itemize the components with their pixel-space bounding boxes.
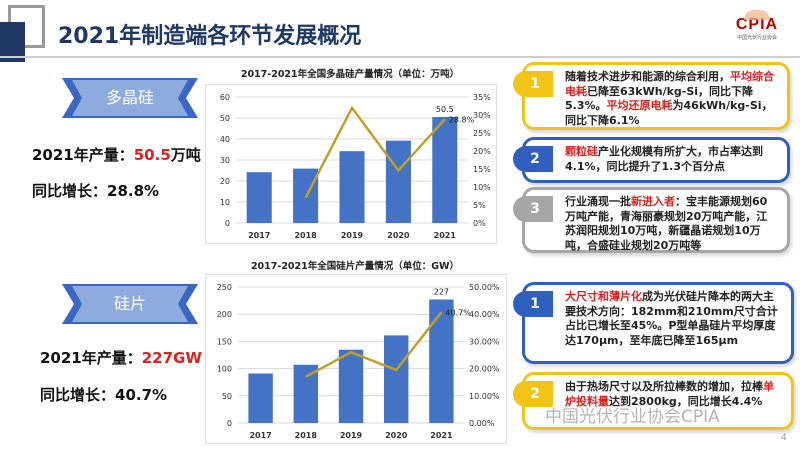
y-tick-label: 0 bbox=[225, 219, 230, 228]
y2-tick-label: 25% bbox=[473, 129, 491, 138]
growth-line bbox=[305, 311, 443, 378]
bar bbox=[248, 373, 273, 423]
note-card: 2 颗粒硅产业化规模有所扩大，市占率达到4.1%，同比提升了1.3个百分点 bbox=[513, 137, 790, 183]
growth-line bbox=[304, 105, 446, 199]
polysilicon-growth: 同比增长：28.8% bbox=[32, 182, 160, 200]
page-title: 2021年制造端各环节发展概况 bbox=[58, 24, 362, 49]
note-text: 达到2800kg，同比增长4.4% bbox=[609, 394, 763, 408]
note-number-badge: 2 bbox=[513, 381, 553, 407]
highlight-text: 平均综合电耗 bbox=[565, 70, 774, 98]
y2-tick-label: 15% bbox=[473, 165, 491, 174]
note-text: 随着技术进步和能源的综合利用， bbox=[565, 70, 730, 83]
y2-tick-label: 30.00% bbox=[469, 337, 500, 346]
x-tick-label: 2020 bbox=[385, 431, 408, 440]
y2-tick-label: 0% bbox=[473, 219, 486, 228]
y-tick-label: 20 bbox=[220, 177, 230, 186]
y2-tick-label: 5% bbox=[473, 201, 486, 210]
x-tick-label: 2019 bbox=[341, 231, 364, 240]
x-tick-label: 2021 bbox=[434, 231, 457, 240]
x-tick-label: 2017 bbox=[248, 231, 270, 240]
note-number-badge: 1 bbox=[513, 71, 553, 97]
y-tick-label: 30 bbox=[220, 156, 230, 165]
bar bbox=[432, 116, 458, 223]
note-text: 行业涌现一批 bbox=[565, 195, 631, 208]
bar bbox=[385, 140, 411, 223]
wafer-production: 2021年产量：227GW bbox=[40, 349, 202, 367]
bar-data-label: 227 bbox=[434, 288, 449, 297]
bar bbox=[383, 335, 409, 423]
page-number: 4 bbox=[781, 433, 787, 443]
wafer-growth: 同比增长：40.7% bbox=[40, 386, 168, 404]
highlight-text: 单炉投料量 bbox=[565, 380, 774, 408]
line-data-label: 40.7% bbox=[445, 308, 471, 317]
chart-wafer: 0 50 100 150 200 250 0.00% 10.00% 20.00% 30.00% 40… bbox=[205, 274, 507, 444]
x-tick-label: 2018 bbox=[294, 231, 317, 240]
bar-data-label: 50.5 bbox=[436, 105, 454, 114]
note-card: 1 大尺寸和薄片化成为光伏硅片降本的两大主要技术方向：182mm和210mm尺寸合… bbox=[513, 282, 794, 364]
y2-tick-label: 0.00% bbox=[469, 419, 495, 428]
y2-tick-label: 20.00% bbox=[469, 365, 500, 374]
chart-title-wafer: 2017-2021年全国硅片产量情况（单位：GW） bbox=[250, 261, 460, 272]
bar bbox=[246, 172, 272, 223]
note-text: 由于热场尺寸以及所拉棒数的增加，拉棒 bbox=[565, 380, 763, 393]
note-card: 3 行业涌现一批新进入者：宝丰能源规划60万吨产能，青海丽豪规划20万吨产能，江苏… bbox=[513, 187, 790, 253]
note-text: 为46kWh/kg-Si，同比下降6.1% bbox=[565, 99, 773, 127]
y-tick-label: 100 bbox=[217, 365, 232, 374]
note-text: 已降至63kWh/kg-Si，同比下降5.3%。 bbox=[565, 84, 754, 113]
highlight-text: 新进入者 bbox=[631, 195, 675, 208]
y-tick-label: 250 bbox=[217, 283, 232, 292]
bar bbox=[293, 364, 319, 423]
note-number-badge: 1 bbox=[513, 291, 553, 317]
chart-title-polysilicon: 2017-2021年全国多晶硅产量情况（单位：万吨） bbox=[240, 69, 460, 80]
bar bbox=[429, 299, 454, 423]
y2-tick-label: 50.00% bbox=[469, 283, 500, 292]
section-banner-polysilicon: 多晶硅 bbox=[62, 78, 198, 118]
highlight-text: 大尺寸和薄片化 bbox=[565, 290, 642, 303]
bar bbox=[339, 151, 365, 223]
y-tick-label: 200 bbox=[217, 310, 232, 319]
y2-tick-label: 30% bbox=[473, 111, 491, 120]
highlight-text: 平均还原电耗 bbox=[606, 99, 673, 112]
y2-tick-label: 20% bbox=[473, 147, 491, 156]
x-tick-label: 2019 bbox=[340, 431, 363, 440]
header-divider bbox=[0, 56, 800, 58]
y2-tick-label: 35% bbox=[473, 93, 491, 102]
y-tick-label: 60 bbox=[220, 93, 230, 102]
chart-polysilicon: 0 10 20 30 40 50 60 0% 5% 10% 15% 20% 25% 30% 35% 2017 2… bbox=[205, 84, 497, 244]
y-tick-label: 50 bbox=[220, 114, 230, 123]
note-number-badge: 3 bbox=[513, 196, 553, 222]
y2-tick-label: 40.00% bbox=[469, 310, 500, 319]
watermark: 中国光伏行业协会CPIA bbox=[545, 407, 720, 427]
y-tick-label: 150 bbox=[217, 337, 232, 346]
bar bbox=[338, 349, 364, 423]
highlight-text: 颗粒硅 bbox=[565, 145, 598, 158]
y-tick-label: 10 bbox=[220, 198, 230, 207]
x-tick-label: 2018 bbox=[295, 431, 318, 440]
y2-tick-label: 10.00% bbox=[469, 392, 500, 401]
line-data-label: 28.8% bbox=[449, 115, 475, 124]
cpia-logo: CPIA 中国光伏行业协会 bbox=[722, 8, 792, 48]
note-card: 2 由于热场尺寸以及所拉棒数的增加，拉棒单炉投料量达到2800kg，同比增长4.4… bbox=[513, 372, 794, 430]
y-tick-label: 50 bbox=[222, 392, 232, 401]
y-tick-label: 40 bbox=[220, 135, 230, 144]
note-text: ：宝丰能源规划60万吨产能，青海丽豪规划20万吨产能，江苏润阳规划10万吨，新疆… bbox=[565, 195, 768, 252]
x-tick-label: 2017 bbox=[249, 431, 271, 440]
y2-tick-label: 10% bbox=[473, 183, 491, 192]
x-tick-label: 2021 bbox=[430, 431, 453, 440]
polysilicon-production: 2021年产量：50.5万吨 bbox=[32, 146, 201, 164]
section-banner-wafer: 硅片 bbox=[62, 284, 198, 324]
title-decoration-block bbox=[0, 22, 25, 62]
note-text: 成为光伏硅片降本的两大主要技术方向：182mm和210mm尺寸合计占比已增长至4… bbox=[565, 290, 778, 347]
note-text: 产业化规模有所扩大，市占率达到4.1%，同比提升了1.3个百分点 bbox=[565, 145, 763, 173]
y-tick-label: 0 bbox=[227, 419, 232, 428]
note-card: 1 随着技术进步和能源的综合利用，平均综合电耗已降至63kWh/kg-Si，同比下… bbox=[513, 62, 790, 130]
note-number-badge: 2 bbox=[513, 146, 553, 172]
x-tick-label: 2020 bbox=[387, 231, 410, 240]
